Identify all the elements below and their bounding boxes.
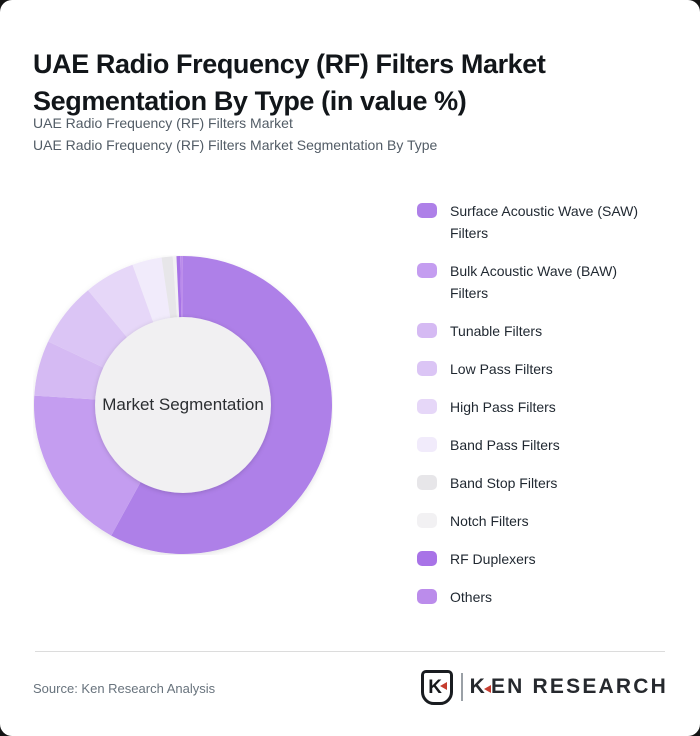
logo-red-triangle-icon: [439, 681, 447, 690]
donut-chart: Market Segmentation: [33, 255, 333, 555]
legend-item: Others: [417, 586, 655, 608]
page-title: UAE Radio Frequency (RF) Filters Market …: [33, 49, 546, 117]
legend-label: Surface Acoustic Wave (SAW) Filters: [450, 203, 639, 241]
legend-swatch: [417, 399, 437, 414]
chart-legend: Surface Acoustic Wave (SAW) Filters Bulk …: [417, 200, 655, 624]
legend-item: Bulk Acoustic Wave (BAW) Filters: [417, 260, 655, 304]
subtitle: UAE Radio Frequency (RF) Filters Market …: [33, 112, 653, 156]
legend-label: Notch Filters: [450, 513, 529, 529]
legend-item: RF Duplexers: [417, 548, 655, 570]
donut-inner-circle: [95, 317, 271, 493]
legend-item: High Pass Filters: [417, 396, 655, 418]
legend-label: Bulk Acoustic Wave (BAW) Filters: [450, 263, 618, 301]
legend-swatch: [417, 589, 437, 604]
legend-swatch: [417, 475, 437, 490]
legend-item: Surface Acoustic Wave (SAW) Filters: [417, 200, 655, 244]
legend-label: Others: [450, 589, 493, 605]
legend-item: Band Pass Filters: [417, 434, 655, 456]
logo-brand-text: K EN RESEARCH: [470, 675, 668, 699]
brand-red-triangle-icon: [483, 685, 491, 693]
legend-label: High Pass Filters: [450, 399, 556, 415]
legend-item: Low Pass Filters: [417, 358, 655, 380]
logo-separator: [460, 673, 463, 701]
donut-svg: [33, 256, 333, 554]
brand-first-letter: K: [469, 675, 487, 698]
brand-remainder: EN RESEARCH: [490, 675, 668, 698]
legend-label: Band Stop Filters: [450, 475, 558, 491]
footer-divider: [35, 651, 665, 652]
legend-swatch: [417, 361, 437, 376]
legend-swatch: [417, 437, 437, 452]
legend-swatch: [417, 513, 437, 528]
subtitle-line-1: UAE Radio Frequency (RF) Filters Market: [33, 115, 293, 131]
legend-swatch: [417, 263, 437, 278]
ken-research-logo: K K EN RESEARCH: [420, 669, 668, 705]
subtitle-line-2: UAE Radio Frequency (RF) Filters Market …: [33, 137, 438, 153]
legend-item: Band Stop Filters: [417, 472, 655, 494]
legend-label: RF Duplexers: [450, 551, 536, 567]
legend-swatch: [417, 551, 437, 566]
legend-item: Tunable Filters: [417, 320, 655, 342]
source-text: Source: Ken Research Analysis: [33, 681, 216, 696]
logo-badge-letter: K: [428, 676, 442, 698]
legend-label: Tunable Filters: [450, 323, 543, 339]
legend-swatch: [417, 203, 437, 218]
logo-badge: K: [420, 669, 453, 705]
legend-swatch: [417, 323, 437, 338]
legend-label: Band Pass Filters: [450, 437, 560, 453]
legend-label: Low Pass Filters: [450, 361, 553, 377]
legend-item: Notch Filters: [417, 510, 655, 532]
